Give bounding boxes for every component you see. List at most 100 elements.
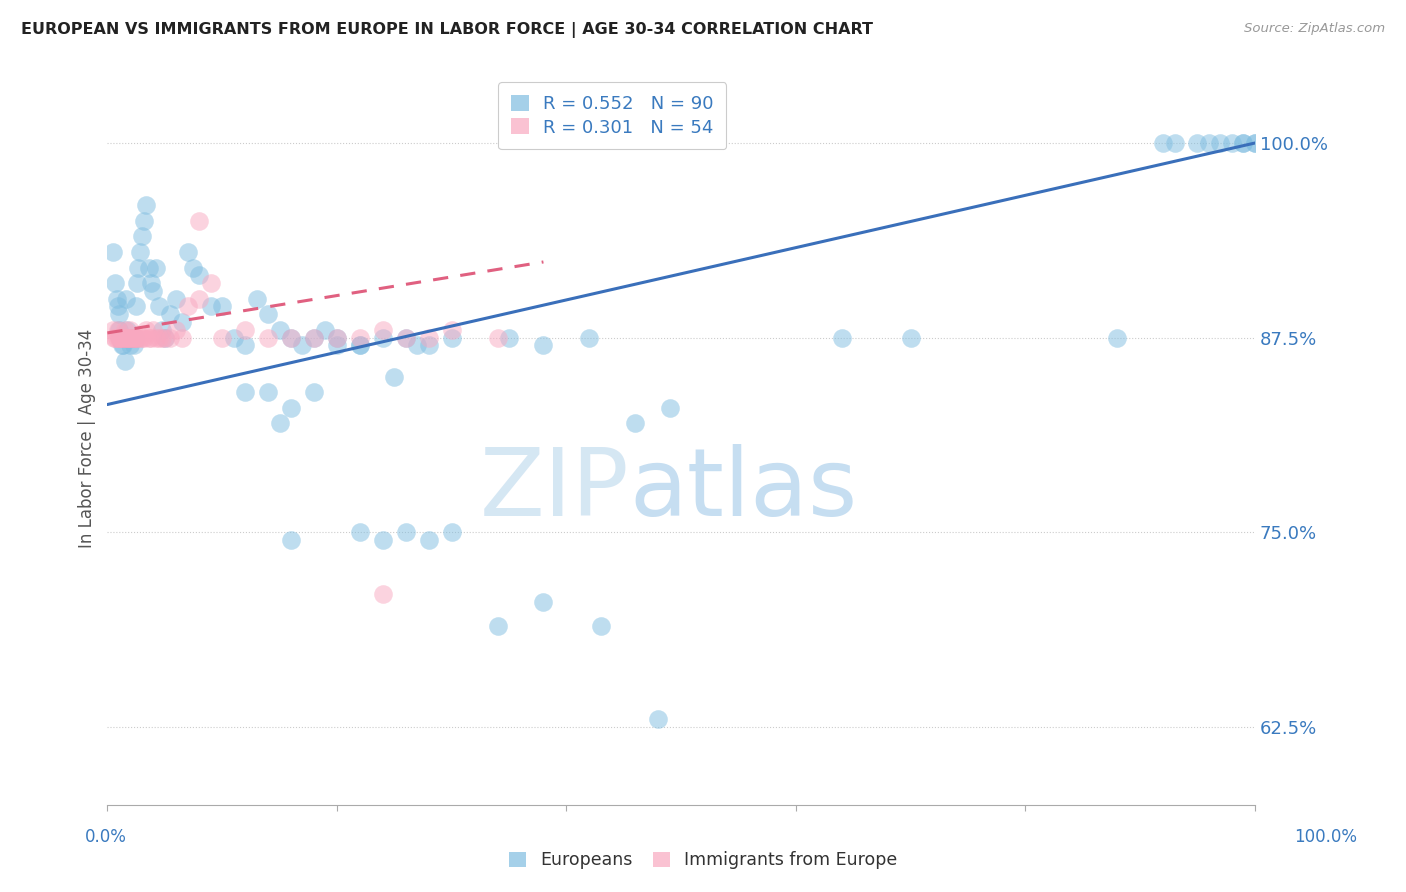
Point xyxy=(108,330,131,344)
Point xyxy=(349,525,371,540)
Point xyxy=(647,712,669,726)
Point xyxy=(114,330,136,344)
Point xyxy=(127,276,149,290)
Point xyxy=(107,323,129,337)
Point xyxy=(188,268,211,283)
Point xyxy=(114,330,136,344)
Point xyxy=(302,330,325,344)
Point xyxy=(280,330,302,344)
Point xyxy=(188,292,211,306)
Point xyxy=(302,385,325,400)
Point xyxy=(269,416,291,430)
Point xyxy=(135,198,157,212)
Point xyxy=(1163,136,1185,150)
Point xyxy=(112,338,135,352)
Point xyxy=(148,330,170,344)
Point xyxy=(395,525,418,540)
Point xyxy=(121,330,143,344)
Point xyxy=(142,284,165,298)
Point xyxy=(1232,136,1254,150)
Point xyxy=(533,338,555,352)
Point xyxy=(152,330,174,344)
Point xyxy=(110,330,132,344)
Point xyxy=(127,330,149,344)
Point xyxy=(153,330,176,344)
Point xyxy=(257,330,280,344)
Point xyxy=(658,401,681,415)
Point xyxy=(120,338,142,352)
Point xyxy=(291,338,314,352)
Point xyxy=(1198,136,1220,150)
Point xyxy=(132,330,155,344)
Point xyxy=(153,330,176,344)
Point xyxy=(128,330,150,344)
Point xyxy=(124,330,146,344)
Point xyxy=(188,214,211,228)
Point xyxy=(139,276,162,290)
Point xyxy=(371,323,394,337)
Point xyxy=(159,330,181,344)
Point xyxy=(418,330,440,344)
Point xyxy=(395,330,418,344)
Point xyxy=(349,338,371,352)
Point xyxy=(108,330,131,344)
Point xyxy=(131,229,153,244)
Point xyxy=(326,330,349,344)
Point xyxy=(159,307,181,321)
Text: Source: ZipAtlas.com: Source: ZipAtlas.com xyxy=(1244,22,1385,36)
Point xyxy=(326,338,349,352)
Point xyxy=(165,323,187,337)
Point xyxy=(177,300,200,314)
Point xyxy=(302,330,325,344)
Point xyxy=(114,330,136,344)
Point xyxy=(108,330,131,344)
Point xyxy=(200,300,222,314)
Point xyxy=(233,338,256,352)
Point xyxy=(145,330,167,344)
Point xyxy=(280,330,302,344)
Text: ZIP: ZIP xyxy=(479,444,630,536)
Point xyxy=(498,330,520,344)
Point xyxy=(125,330,148,344)
Point xyxy=(418,338,440,352)
Point xyxy=(280,533,302,547)
Point xyxy=(101,244,124,259)
Point xyxy=(1187,136,1209,150)
Text: 100.0%: 100.0% xyxy=(1295,828,1357,846)
Point xyxy=(1152,136,1174,150)
Point xyxy=(117,330,139,344)
Point xyxy=(382,369,405,384)
Point xyxy=(406,338,429,352)
Point xyxy=(152,323,174,337)
Point xyxy=(314,323,336,337)
Point xyxy=(440,525,463,540)
Point xyxy=(107,300,129,314)
Point xyxy=(183,260,205,275)
Point xyxy=(1209,136,1232,150)
Point xyxy=(440,323,463,337)
Point xyxy=(211,300,233,314)
Point xyxy=(589,618,612,632)
Point xyxy=(624,416,647,430)
Point xyxy=(486,618,509,632)
Point xyxy=(138,330,160,344)
Point xyxy=(121,330,143,344)
Point xyxy=(1244,136,1267,150)
Point xyxy=(135,323,157,337)
Point xyxy=(145,260,167,275)
Point xyxy=(269,323,291,337)
Point xyxy=(104,276,127,290)
Point xyxy=(120,330,142,344)
Point xyxy=(120,323,142,337)
Point xyxy=(170,315,193,329)
Legend: R = 0.552   N = 90, R = 0.301   N = 54: R = 0.552 N = 90, R = 0.301 N = 54 xyxy=(498,82,727,149)
Point xyxy=(110,330,132,344)
Point xyxy=(118,330,141,344)
Point xyxy=(121,330,143,344)
Point xyxy=(111,338,134,352)
Point xyxy=(177,244,200,259)
Point xyxy=(371,587,394,601)
Point xyxy=(108,330,131,344)
Point xyxy=(114,323,136,337)
Point xyxy=(111,330,134,344)
